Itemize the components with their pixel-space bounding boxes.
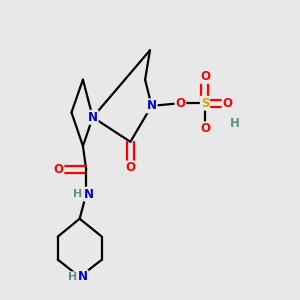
Text: H: H bbox=[73, 189, 83, 199]
Text: S: S bbox=[201, 97, 209, 110]
Text: O: O bbox=[176, 97, 185, 110]
Text: O: O bbox=[200, 70, 210, 83]
Text: N: N bbox=[88, 111, 98, 124]
Text: H: H bbox=[230, 117, 239, 130]
Text: N: N bbox=[78, 270, 88, 284]
Text: N: N bbox=[147, 99, 157, 112]
Text: O: O bbox=[53, 163, 63, 176]
Text: H: H bbox=[68, 272, 77, 282]
Text: N: N bbox=[84, 188, 94, 201]
Text: O: O bbox=[200, 122, 210, 135]
Text: O: O bbox=[125, 161, 135, 175]
Text: O: O bbox=[223, 97, 232, 110]
